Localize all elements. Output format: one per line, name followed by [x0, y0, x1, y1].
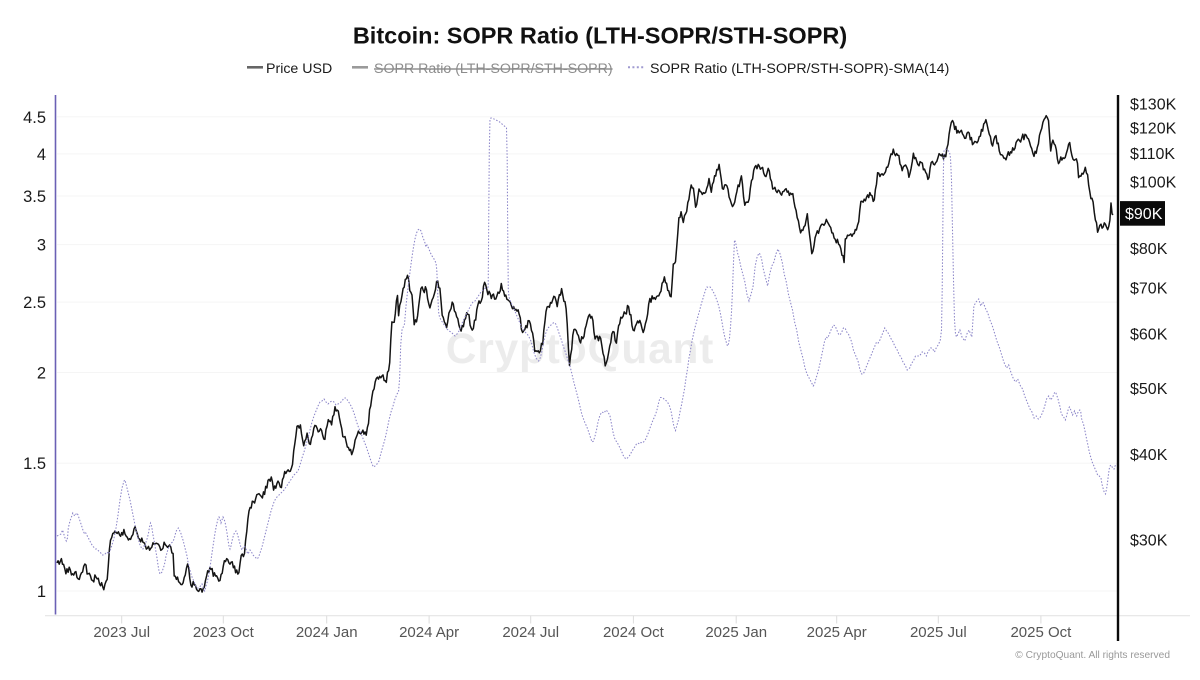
svg-text:2024 Oct: 2024 Oct: [603, 624, 665, 641]
svg-text:$70K: $70K: [1130, 281, 1168, 298]
svg-text:$50K: $50K: [1130, 381, 1168, 398]
svg-text:$100K: $100K: [1130, 175, 1177, 192]
svg-text:2023 Oct: 2023 Oct: [193, 624, 255, 641]
svg-text:2: 2: [37, 365, 46, 383]
svg-text:2024 Jan: 2024 Jan: [296, 624, 358, 641]
svg-text:$30K: $30K: [1130, 533, 1168, 550]
svg-text:2024 Apr: 2024 Apr: [399, 624, 459, 641]
svg-text:3: 3: [37, 237, 46, 255]
svg-text:2023 Jul: 2023 Jul: [93, 624, 150, 641]
svg-text:SOPR Ratio (LTH-SOPR/STH-SOPR): SOPR Ratio (LTH-SOPR/STH-SOPR)-SMA(14): [650, 61, 949, 77]
svg-text:1.5: 1.5: [23, 455, 46, 473]
svg-text:1: 1: [37, 583, 46, 601]
svg-text:$130K: $130K: [1130, 97, 1177, 114]
svg-text:2.5: 2.5: [23, 294, 46, 312]
svg-text:$80K: $80K: [1130, 241, 1168, 258]
svg-text:CryptoQuant: CryptoQuant: [446, 326, 715, 373]
svg-text:Bitcoin: SOPR Ratio (LTH-SOPR/: Bitcoin: SOPR Ratio (LTH-SOPR/STH-SOPR): [353, 23, 847, 49]
svg-text:$60K: $60K: [1130, 327, 1168, 344]
svg-text:2025 Apr: 2025 Apr: [807, 624, 867, 641]
svg-text:SOPR Ratio (LTH-SOPR/STH-SOPR): SOPR Ratio (LTH-SOPR/STH-SOPR): [374, 61, 613, 77]
svg-text:3.5: 3.5: [23, 188, 46, 206]
svg-text:$90K: $90K: [1125, 206, 1163, 223]
svg-text:2025 Jul: 2025 Jul: [910, 624, 967, 641]
svg-text:2025 Oct: 2025 Oct: [1010, 624, 1072, 641]
svg-text:Price USD: Price USD: [266, 61, 332, 77]
svg-text:$40K: $40K: [1130, 447, 1168, 464]
svg-text:4.5: 4.5: [23, 109, 46, 127]
svg-text:$120K: $120K: [1130, 120, 1177, 137]
svg-text:2024 Jul: 2024 Jul: [502, 624, 559, 641]
svg-text:2025 Jan: 2025 Jan: [705, 624, 767, 641]
svg-text:© CryptoQuant. All rights rese: © CryptoQuant. All rights reserved: [1015, 650, 1170, 661]
svg-text:4: 4: [37, 146, 46, 164]
svg-text:$110K: $110K: [1130, 146, 1175, 163]
